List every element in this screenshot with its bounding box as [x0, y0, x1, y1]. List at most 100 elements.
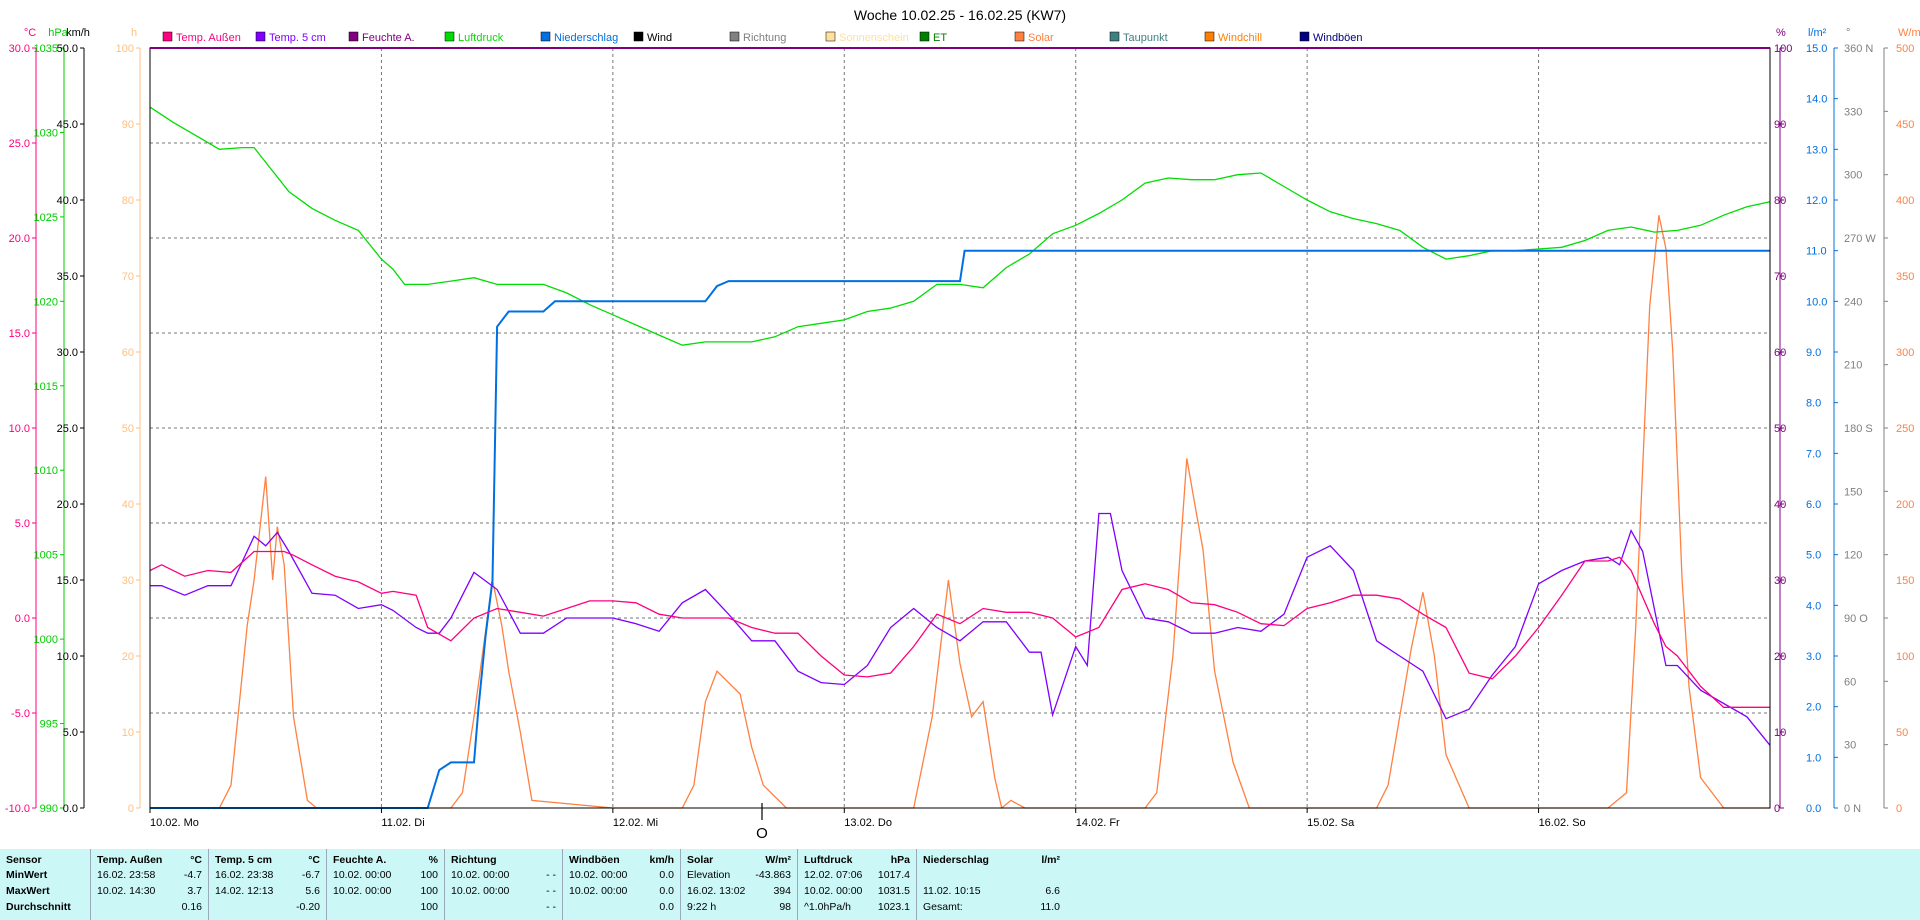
x-axis-tick-label: 15.02. Sa: [1307, 817, 1355, 829]
stats-cell-date: 10.02. 00:00: [451, 885, 510, 897]
right-axis-tick-label: 20: [1774, 651, 1786, 663]
right-axis-tick-label: 1.0: [1806, 752, 1821, 764]
left-axis-tick-label: 10.0: [57, 651, 78, 663]
right-axis-tick-label: 250: [1896, 423, 1914, 435]
stats-unit: km/h: [649, 854, 674, 866]
stats-cell-value: 1031.5: [877, 885, 910, 897]
legend-swatch: [1299, 31, 1310, 42]
left-axis-tick-label: 1035: [34, 43, 58, 55]
stats-table: Sensor MinWert MaxWert Durchschnitt Temp. Au…: [0, 849, 1920, 920]
legend-label: Windböen: [1313, 32, 1363, 44]
left-axis-tick-label: 25.0: [9, 138, 30, 150]
grid: [150, 48, 1770, 808]
stats-cell-date: 12.02. 07:06: [804, 869, 863, 881]
stats-cell-value: 0.0: [659, 885, 674, 897]
right-axis-tick-label: 15.0: [1806, 43, 1827, 55]
left-axis-tick-label: 50: [122, 423, 134, 435]
right-axis-tick-label: 50: [1896, 727, 1908, 739]
stats-header: Sensor: [6, 854, 42, 866]
right-axis-tick-label: 210: [1844, 360, 1862, 372]
right-axis-tick-label: 30: [1774, 575, 1786, 587]
legend-swatch: [1109, 31, 1120, 42]
stats-cell-value: 100: [420, 885, 438, 897]
stats-cell-date: 14.02. 12:13: [215, 885, 274, 897]
stats-cell-date: Elevation: [687, 869, 731, 881]
legend-label: Sonnenschein: [839, 32, 909, 44]
stats-cell-date: ^1.0hPa/h: [804, 901, 851, 913]
left-axis-tick-label: 5.0: [15, 518, 30, 530]
stats-cell-value: -43.863: [755, 869, 791, 881]
stats-header: Windböen: [569, 854, 620, 866]
right-axis-tick-label: 0 N: [1844, 803, 1861, 815]
right-axis-tick-label: 9.0: [1806, 347, 1821, 359]
right-axis-tick-label: 5.0: [1806, 550, 1821, 562]
right-axis-tick-label: 0.0: [1806, 803, 1821, 815]
right-axis-tick-label: 70: [1774, 271, 1786, 283]
right-axis-tick-label: 360 N: [1844, 43, 1873, 55]
legend-label: Luftdruck: [458, 32, 504, 44]
axes: °C 30.0 25.0 20.0 15.0 10.0 5.0 0.0 -5.0 -10.0 hPa…: [5, 27, 1920, 815]
right-axis-tick-label: 0: [1896, 803, 1902, 815]
legend-label: Temp. Außen: [176, 32, 241, 44]
weather-chart: Woche 10.02.25 - 16.02.25 (KW7) Temp. Au…: [5, 7, 1920, 842]
left-axis-tick-label: 30.0: [57, 347, 78, 359]
right-axis-tick-label: 180 S: [1844, 423, 1873, 435]
left-axis-tick-label: 995: [40, 719, 58, 731]
right-axis-tick-label: 150: [1896, 575, 1914, 587]
stats-cell-date: 10.02. 00:00: [333, 885, 392, 897]
right-axis-tick-label: 100: [1896, 651, 1914, 663]
legend-swatch: [633, 31, 644, 42]
stats-row-label: MinWert: [6, 869, 48, 881]
stats-row-label: Durchschnitt: [6, 901, 71, 913]
stats-unit: °C: [308, 854, 320, 866]
series-line-solar: [150, 215, 1770, 810]
stats-column: Richtung 10.02. 00:00 - - 10.02. 00:00 - - - …: [444, 849, 562, 920]
right-axis-tick-label: 270 W: [1844, 233, 1876, 245]
stats-cell-value: 0.0: [659, 901, 674, 913]
stats-cell-date: 10.02. 00:00: [569, 885, 628, 897]
stats-header: Luftdruck: [804, 854, 853, 866]
legend-swatch: [729, 31, 740, 42]
right-axis-tick-label: 14.0: [1806, 94, 1827, 106]
stats-cell-value: - -: [546, 869, 556, 881]
stats-column: Windböen km/h 10.02. 00:00 0.0 10.02. 00:00 0…: [562, 849, 680, 920]
right-axis-tick-label: 10.0: [1806, 296, 1827, 308]
right-axis-tick-label: 4.0: [1806, 600, 1821, 612]
x-axis-tick-label: 10.02. Mo: [150, 817, 199, 829]
right-axis-tick-label: 60: [1774, 347, 1786, 359]
right-axis-tick-label: 0: [1774, 803, 1780, 815]
left-axis-tick-label: 30: [122, 575, 134, 587]
x-axis-labels: 10.02. Mo 11.02. Di 12.02. Mi 13.02. Do 14.0…: [149, 808, 1586, 829]
left-axis-tick-label: 30.0: [9, 43, 30, 55]
x-axis-tick-label: 13.02. Do: [844, 817, 892, 829]
left-axis-tick-label: -5.0: [11, 708, 30, 720]
right-axis-tick-label: 60: [1844, 676, 1856, 688]
legend-swatch: [444, 31, 455, 42]
chart-title: Woche 10.02.25 - 16.02.25 (KW7): [854, 7, 1066, 23]
left-axis-tick-label: 1000: [34, 634, 58, 646]
legend-swatch: [348, 31, 359, 42]
left-axis-tick-label: 70: [122, 271, 134, 283]
left-axis-tick-label: -10.0: [5, 803, 30, 815]
x-axis-tick-label: 12.02. Mi: [613, 817, 658, 829]
right-axis-tick-label: 11.0: [1806, 246, 1827, 258]
stats-cell-date: 10.02. 14:30: [97, 885, 156, 897]
stats-cell-value: - -: [546, 885, 556, 897]
legend-label: Richtung: [743, 32, 786, 44]
x-axis-tick-label: 14.02. Fr: [1076, 817, 1120, 829]
center-marker[interactable]: O: [756, 825, 768, 842]
right-axis-tick-label: 240: [1844, 296, 1862, 308]
right-axis-unit: %: [1776, 27, 1786, 39]
stats-unit: W/m²: [765, 854, 791, 866]
right-axis-tick-label: 350: [1896, 271, 1914, 283]
right-axis-tick-label: 50: [1774, 423, 1786, 435]
right-axis-tick-label: 300: [1844, 170, 1862, 182]
left-axis-tick-label: 25.0: [57, 423, 78, 435]
right-axis-tick-label: 330: [1844, 106, 1862, 118]
x-axis-tick-label: 16.02. So: [1539, 817, 1586, 829]
stats-header: Solar: [687, 854, 714, 866]
stats-cell-date: 11.02. 10:15: [923, 885, 981, 897]
stats-cell-date: Gesamt:: [923, 901, 963, 913]
stats-column: Sensor MinWert MaxWert Durchschnitt: [0, 849, 90, 920]
stats-row-label: MaxWert: [6, 885, 50, 897]
